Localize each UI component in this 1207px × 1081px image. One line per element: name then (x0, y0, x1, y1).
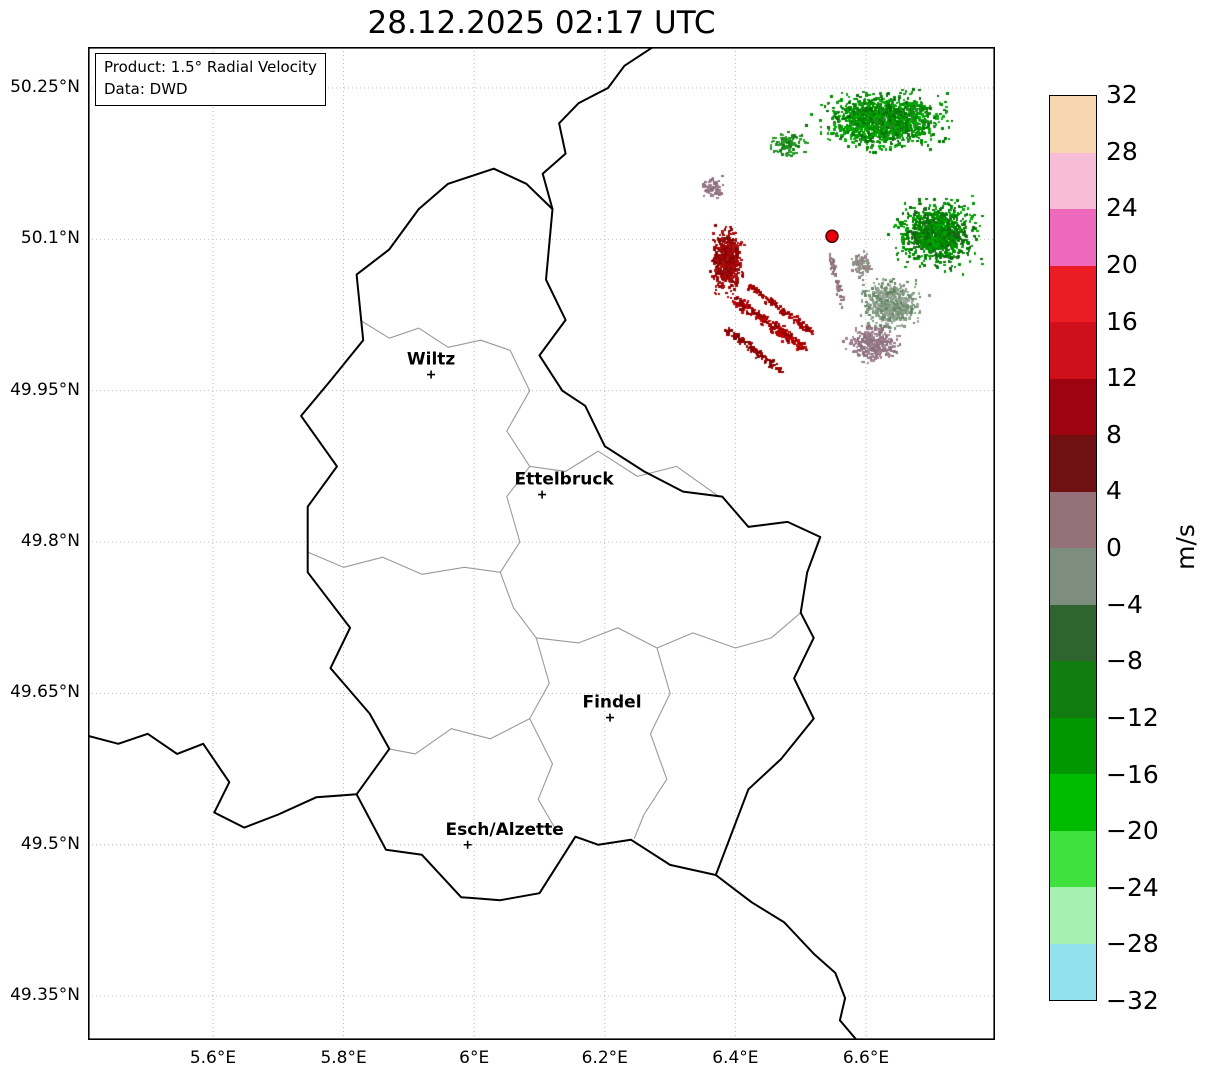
country-border (714, 874, 858, 1040)
colorbar-band (1050, 774, 1096, 831)
colorbar-tick-label: −20 (1106, 816, 1159, 846)
chart-title: 28.12.2025 02:17 UTC (367, 5, 716, 41)
colorbar-band (1050, 604, 1096, 661)
data-source-label: Data: DWD (104, 79, 188, 98)
city-label: Findel (582, 693, 641, 713)
colorbar-band (1050, 661, 1096, 718)
colorbar-band (1050, 943, 1096, 1000)
colorbar (1049, 95, 1097, 1001)
colorbar-band (1050, 435, 1096, 492)
colorbar-band (1050, 265, 1096, 322)
y-tick-label: 49.65°N (10, 682, 80, 703)
x-tick-label: 6.2°E (581, 1048, 628, 1068)
colorbar-band (1050, 96, 1096, 153)
colorbar-tick-label: −12 (1106, 702, 1159, 732)
x-tick-label: 6.6°E (842, 1048, 890, 1068)
colorbar-band (1050, 548, 1096, 605)
colorbar-band (1050, 830, 1096, 887)
district-border (307, 551, 501, 575)
colorbar-band (1050, 717, 1096, 774)
city-marker (427, 370, 436, 379)
product-info-box: Product: 1.5° Radial Velocity Data: DWD (95, 53, 326, 106)
district-border (499, 350, 537, 639)
colorbar-tick-label: −4 (1106, 589, 1143, 619)
colorbar-band (1050, 887, 1096, 944)
colorbar-unit-label: m/s (1171, 524, 1200, 570)
product-label: Product: 1.5° Radial Velocity (104, 58, 317, 76)
y-tick-label: 49.8°N (20, 531, 80, 552)
city-marker (605, 713, 614, 722)
map-plot: Wiltz Ettelbruck Findel Esch/Alzette Produc… (88, 47, 995, 1040)
y-tick-label: 49.35°N (10, 985, 80, 1006)
colorbar-tick-label: 12 (1106, 363, 1138, 393)
luxembourg-border (300, 167, 822, 902)
colorbar-tick-label: 16 (1106, 306, 1138, 336)
y-tick-label: 50.25°N (10, 76, 80, 97)
x-tick-label: 6.4°E (712, 1048, 759, 1068)
radar-site-dot (825, 229, 839, 244)
district-border (529, 637, 557, 830)
x-tick-label: 5.8°E (320, 1048, 367, 1068)
colorbar-tick-label: 32 (1106, 80, 1138, 109)
map-layer: Wiltz Ettelbruck Findel Esch/Alzette (88, 47, 995, 1040)
city-label: Ettelbruck (514, 470, 614, 490)
x-tick-label: 6°E (459, 1048, 490, 1068)
city-marker (538, 490, 547, 499)
district-border (359, 319, 511, 351)
plot-frame (88, 47, 995, 1040)
colorbar-tick-label: 4 (1106, 476, 1122, 506)
district-border (633, 647, 671, 839)
colorbar-tick-label: 28 (1106, 136, 1138, 166)
y-tick-label: 49.95°N (10, 379, 80, 400)
colorbar-band (1050, 491, 1096, 548)
city-label: Wiltz (407, 350, 456, 370)
colorbar-band (1050, 152, 1096, 209)
colorbar-tick-label: −28 (1106, 929, 1159, 959)
country-border (541, 47, 655, 211)
colorbar-tick-label: −16 (1106, 759, 1159, 789)
y-tick-label: 50.1°N (20, 228, 80, 249)
colorbar-gradient (1050, 96, 1096, 1000)
district-border (389, 718, 530, 755)
colorbar-tick-label: 20 (1106, 249, 1138, 279)
colorbar-band (1050, 209, 1096, 266)
y-tick-label: 49.5°N (20, 833, 80, 854)
colorbar-band (1050, 378, 1096, 435)
district-border (529, 450, 720, 498)
colorbar-tick-label: −8 (1106, 646, 1143, 676)
district-border (536, 612, 802, 649)
colorbar-tick-label: 8 (1106, 419, 1122, 449)
colorbar-tick-label: −32 (1106, 986, 1159, 1015)
radar-velocity-layer (88, 47, 995, 1040)
city-label: Esch/Alzette (445, 820, 563, 840)
country-border (88, 732, 358, 829)
colorbar-tick-label: 24 (1106, 193, 1138, 223)
colorbar-tick-label: −24 (1106, 872, 1159, 902)
colorbar-band (1050, 322, 1096, 379)
x-tick-label: 5.6°E (189, 1048, 237, 1068)
city-marker (463, 840, 472, 849)
colorbar-tick-label: 0 (1106, 533, 1122, 562)
